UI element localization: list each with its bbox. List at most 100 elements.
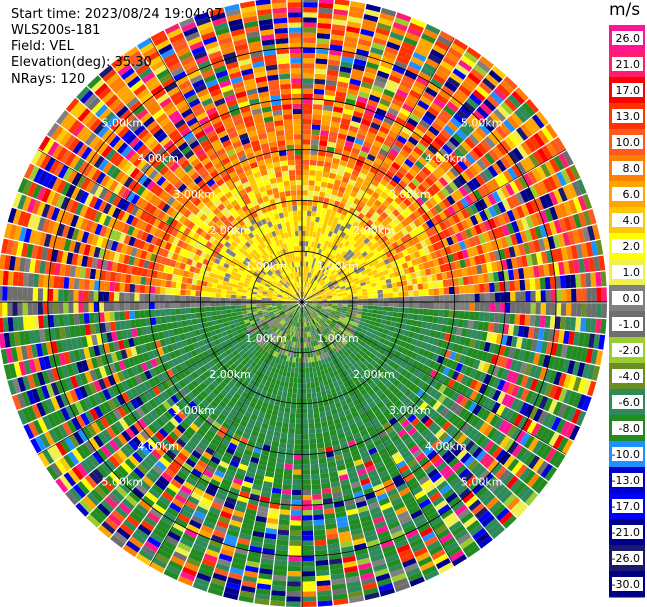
velocity-bin (462, 101, 476, 114)
velocity-bin (8, 363, 17, 379)
velocity-bin (195, 385, 204, 394)
velocity-bin (373, 298, 379, 302)
velocity-bin (211, 372, 219, 380)
velocity-bin (140, 344, 148, 354)
velocity-bin (269, 354, 275, 361)
velocity-bin (248, 461, 258, 469)
velocity-bin (454, 294, 460, 302)
velocity-bin (294, 295, 299, 299)
velocity-bin (297, 271, 300, 277)
velocity-bin (311, 298, 317, 300)
velocity-bin (355, 100, 367, 109)
velocity-bin (384, 274, 391, 280)
velocity-bin (253, 283, 260, 288)
velocity-bin (408, 266, 415, 274)
velocity-bin (272, 7, 287, 14)
velocity-bin (472, 110, 486, 123)
velocity-bin (237, 356, 245, 363)
velocity-bin (158, 403, 168, 414)
velocity-bin (73, 302, 79, 313)
velocity-bin (288, 324, 292, 330)
velocity-bin (237, 53, 251, 62)
velocity-bin (3, 223, 13, 239)
velocity-bin (312, 109, 323, 115)
velocity-bin (94, 323, 101, 334)
velocity-bin (238, 266, 245, 272)
velocity-bin (468, 284, 475, 294)
velocity-bin (405, 216, 413, 225)
velocity-bin (544, 208, 554, 222)
velocity-bin (263, 275, 270, 280)
velocity-bin (232, 283, 239, 288)
velocity-bin (266, 359, 272, 366)
velocity-bin (174, 517, 188, 528)
velocity-bin (590, 272, 597, 287)
velocity-bin (174, 118, 186, 129)
velocity-bin (180, 127, 192, 137)
velocity-bin (183, 368, 191, 377)
velocity-bin (33, 358, 42, 372)
velocity-bin (354, 53, 368, 62)
velocity-bin (239, 278, 246, 283)
velocity-bin (260, 355, 266, 362)
velocity-bin (167, 86, 180, 97)
velocity-bin (369, 166, 379, 175)
velocity-bin (217, 487, 229, 497)
velocity-bin (235, 167, 245, 175)
velocity-bin (17, 409, 28, 425)
velocity-bin (274, 120, 284, 127)
velocity-bin (298, 306, 301, 312)
velocity-bin (235, 412, 244, 420)
velocity-bin (236, 346, 243, 353)
velocity-bin (408, 290, 414, 297)
velocity-bin (131, 487, 145, 499)
velocity-bin (291, 283, 296, 289)
velocity-bin (537, 148, 549, 163)
velocity-bin (341, 259, 348, 265)
velocity-bin (331, 232, 337, 239)
velocity-bin (302, 225, 306, 231)
velocity-bin (342, 193, 350, 200)
velocity-bin (423, 62, 437, 74)
velocity-bin (124, 442, 136, 455)
velocity-bin (452, 213, 461, 224)
velocity-bin (267, 167, 275, 175)
velocity-bin (421, 231, 429, 240)
velocity-bin (208, 134, 219, 144)
velocity-bin (193, 419, 203, 428)
velocity-bin (265, 392, 272, 399)
velocity-bin (183, 200, 193, 209)
velocity-bin (488, 149, 500, 162)
velocity-bin (123, 176, 134, 188)
velocity-bin (457, 277, 464, 286)
velocity-bin (144, 401, 154, 412)
velocity-bin (264, 200, 271, 207)
velocity-bin (125, 540, 141, 553)
velocity-bin (362, 140, 373, 149)
velocity-bin (298, 230, 302, 236)
velocity-bin (274, 252, 279, 258)
velocity-bin (30, 344, 39, 358)
velocity-bin (244, 20, 259, 29)
velocity-bin (359, 227, 367, 234)
velocity-bin (483, 220, 492, 231)
velocity-bin (325, 271, 331, 277)
velocity-bin (227, 265, 235, 271)
velocity-bin (466, 266, 473, 276)
velocity-bin (78, 302, 84, 313)
velocity-bin (320, 291, 326, 295)
velocity-bin (207, 367, 215, 376)
velocity-bin (112, 408, 123, 421)
velocity-bin (275, 240, 281, 247)
velocity-bin (331, 292, 337, 296)
velocity-bin (273, 384, 280, 391)
velocity-bin (456, 221, 465, 232)
velocity-bin (302, 113, 312, 120)
velocity-bin (38, 232, 47, 246)
velocity-bin (283, 339, 288, 345)
velocity-bin (370, 47, 384, 56)
velocity-bin (154, 552, 170, 565)
velocity-bin (154, 445, 166, 457)
velocity-bin (434, 39, 450, 52)
velocity-bin (392, 65, 406, 75)
